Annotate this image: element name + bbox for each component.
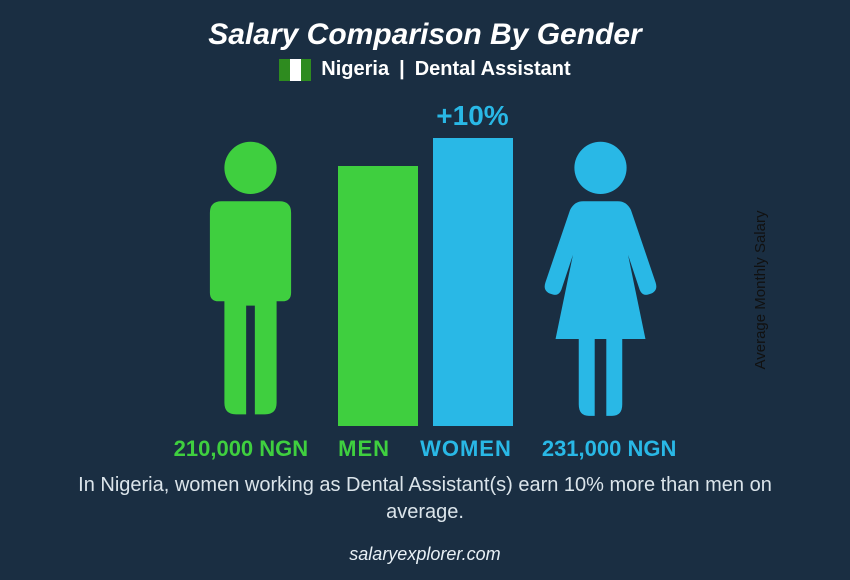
women-bar-col: +10% — [433, 138, 513, 426]
y-axis-label: Average Monthly Salary — [752, 211, 769, 370]
women-figure — [528, 136, 673, 426]
men-label: MEN — [338, 436, 390, 462]
flag-stripe-right — [301, 59, 312, 81]
subtitle: Nigeria | Dental Assistant — [279, 58, 570, 81]
men-bar — [338, 166, 418, 426]
women-salary: 231,000 NGN — [542, 436, 677, 462]
men-salary: 210,000 NGN — [174, 436, 309, 462]
difference-label: +10% — [436, 100, 508, 132]
nigeria-flag-icon — [279, 59, 311, 81]
chart-area: +10% — [30, 91, 820, 434]
men-bar-col — [338, 166, 418, 426]
description: In Nigeria, women working as Dental Assi… — [65, 472, 785, 526]
men-side — [178, 136, 418, 426]
labels-row: 210,000 NGN MEN WOMEN 231,000 NGN — [30, 436, 820, 462]
women-bar — [433, 138, 513, 426]
women-label: WOMEN — [420, 436, 512, 462]
man-icon — [178, 136, 323, 426]
flag-stripe-left — [279, 59, 290, 81]
page-title: Salary Comparison By Gender — [208, 18, 641, 52]
role-label: Dental Assistant — [415, 58, 571, 81]
footer-source: salaryexplorer.com — [349, 544, 500, 565]
separator: | — [399, 58, 405, 81]
women-side: +10% — [433, 136, 673, 426]
men-figure — [178, 136, 323, 426]
woman-icon — [528, 136, 673, 426]
flag-stripe-mid — [290, 59, 301, 81]
country-label: Nigeria — [321, 58, 389, 81]
